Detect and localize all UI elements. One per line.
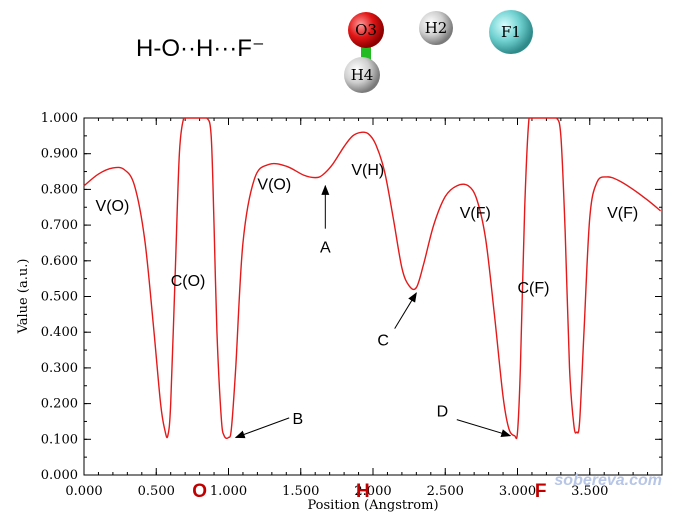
annotation-arrow bbox=[456, 419, 512, 437]
region-label: V(H) bbox=[351, 162, 384, 179]
atom-f1 bbox=[489, 10, 533, 54]
annotation-arrow bbox=[394, 292, 417, 329]
annotations: V(O) C(O) V(O) V(H) V(F) C(F) V(F) bbox=[96, 162, 639, 297]
y-tick-label: 1.000 bbox=[41, 111, 78, 126]
y-tick-label: 0.600 bbox=[41, 254, 78, 269]
x-tick-label: 1.500 bbox=[282, 484, 319, 499]
atom-h2-label: H2 bbox=[425, 19, 448, 37]
series-line bbox=[83, 117, 662, 440]
x-tick-label: 2.500 bbox=[427, 484, 464, 499]
atom-h4 bbox=[344, 57, 380, 93]
x-tick-label: 1.000 bbox=[210, 484, 247, 499]
atom-o3-label: O3 bbox=[355, 21, 377, 39]
molecule: O3 H4 H2 F1 bbox=[344, 10, 533, 93]
y-tick-label: 0.900 bbox=[41, 147, 78, 162]
x-tick-label: 0.500 bbox=[138, 484, 175, 499]
formula-label: H-O··H···F⁻ bbox=[136, 35, 265, 62]
atom-h2 bbox=[419, 11, 453, 45]
atom-position-marker: F bbox=[535, 481, 547, 502]
arrow-label: B bbox=[293, 411, 304, 428]
region-label: C(O) bbox=[171, 273, 206, 290]
y-tick-label: 0.300 bbox=[41, 361, 78, 376]
x-tick-label: 3.500 bbox=[571, 484, 608, 499]
arrow-label: C bbox=[377, 332, 389, 349]
annotation-arrow bbox=[234, 417, 290, 439]
y-tick-label: 0.800 bbox=[41, 182, 78, 197]
atom-position-marker: H bbox=[356, 481, 370, 502]
atom-position-marker: O bbox=[192, 481, 207, 502]
y-axis-title: Value (a.u.) bbox=[16, 259, 31, 335]
arrow-label: D bbox=[437, 404, 449, 421]
y-tick-label: 0.200 bbox=[41, 397, 78, 412]
arrow-annotations: A B C D bbox=[234, 184, 512, 439]
region-label: V(O) bbox=[257, 176, 291, 193]
watermark: sobereva.com bbox=[554, 472, 662, 489]
series-line-layer bbox=[83, 117, 662, 440]
x-tick-label: 2.000 bbox=[354, 484, 391, 499]
y-tick-label: 0.000 bbox=[41, 468, 78, 483]
region-label: V(F) bbox=[460, 205, 491, 222]
atom-h4-label: H4 bbox=[351, 66, 374, 84]
bond-o3-h4 bbox=[361, 40, 371, 62]
arrow-label: A bbox=[320, 240, 331, 257]
y-tick-label: 0.500 bbox=[41, 290, 78, 305]
y-tick-label: 0.700 bbox=[41, 218, 78, 233]
y-tick-label: 0.400 bbox=[41, 325, 78, 340]
x-axis-title: Position (Angstrom) bbox=[307, 498, 438, 513]
atom-o3 bbox=[348, 12, 384, 48]
axis-ticks: 0.000 0.500 1.000 1.500 2.000 2.500 3.000 3.500… bbox=[41, 111, 663, 499]
y-tick-label: 0.100 bbox=[41, 432, 78, 447]
region-label: V(F) bbox=[607, 205, 638, 222]
region-label: C(F) bbox=[518, 280, 550, 297]
x-tick-label: 0.000 bbox=[65, 484, 102, 499]
atom-f1-label: F1 bbox=[501, 23, 521, 41]
x-tick-label: 3.000 bbox=[499, 484, 536, 499]
region-label: V(O) bbox=[96, 198, 130, 215]
